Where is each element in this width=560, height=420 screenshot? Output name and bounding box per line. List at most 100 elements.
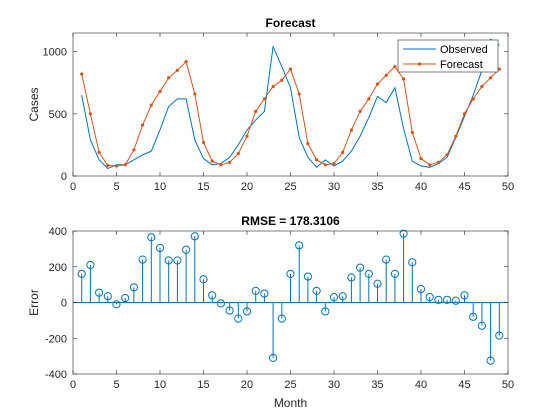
forecast-point (410, 130, 414, 135)
error-stem-marker (286, 269, 295, 278)
forecast-point (271, 84, 275, 89)
error-stem-marker (260, 289, 269, 298)
forecast-point (97, 150, 101, 154)
error-chart-y-axis-label: Error (27, 289, 41, 316)
error-stem-marker (434, 295, 443, 304)
forecast-point (306, 142, 310, 146)
forecast-point (167, 76, 171, 80)
forecast-point (236, 152, 240, 156)
forecast-point (201, 140, 206, 145)
y-tick-label-1000: 1000 (43, 47, 67, 59)
forecast-chart: Forecast Cases 0 5 10 15 20 25 30 35 40 45 5005001… (27, 16, 514, 193)
x-tick-label-5: 5 (113, 379, 119, 391)
forecast-point (88, 112, 92, 116)
x-tick-label-10: 10 (154, 379, 166, 391)
error-stem-marker (164, 256, 173, 265)
error-stem-marker (95, 288, 104, 297)
legend-forecast-label: Forecast (440, 59, 483, 71)
x-tick-label-35: 35 (371, 181, 383, 193)
forecast-chart-legend: Observed Forecast (397, 39, 499, 73)
error-stem-marker (356, 263, 365, 272)
forecast-point (228, 160, 232, 164)
error-stem-marker (390, 269, 399, 278)
error-stem-marker (242, 307, 252, 316)
error-stem-marker (347, 273, 356, 282)
error-chart-title: RMSE = 178.3106 (241, 214, 340, 228)
y-tick-label-200: -200 (45, 333, 67, 345)
legend-observed-label: Observed (440, 44, 488, 56)
error-stem-marker (495, 331, 504, 340)
error-stem-marker (147, 233, 156, 242)
forecast-point (402, 77, 406, 81)
error-stem-marker (199, 275, 208, 284)
error-stem-marker (234, 314, 243, 323)
error-stem-marker (103, 292, 112, 301)
forecast-point (436, 160, 440, 164)
forecast-point (497, 67, 501, 71)
legend-forecast-marker (417, 62, 422, 66)
x-tick-label-20: 20 (241, 181, 253, 193)
forecast-point (462, 112, 467, 116)
error-stem-marker (173, 256, 182, 265)
y-tick-label-0: 0 (61, 298, 67, 310)
error-chart: RMSE = 178.3106 Error Month 0 5 10 15 20 25 30… (27, 214, 514, 410)
y-tick-label-500: 500 (49, 109, 67, 121)
forecast-point (332, 161, 336, 166)
error-stem-marker (364, 269, 373, 278)
error-stem-marker (155, 243, 165, 253)
forecast-point (114, 164, 119, 168)
error-stem-marker (303, 272, 312, 281)
x-tick-label-30: 30 (328, 379, 340, 391)
error-stem-marker (182, 245, 191, 254)
forecast-point (445, 153, 449, 157)
forecast-point (175, 68, 179, 72)
error-stem-marker (382, 255, 391, 264)
x-tick-label-5: 5 (113, 181, 119, 193)
y-tick-label-400: -400 (45, 369, 67, 381)
x-tick-label-10: 10 (154, 181, 166, 193)
forecast-point (280, 78, 284, 82)
forecast-point (358, 109, 362, 113)
error-stem-marker (329, 293, 339, 302)
x-tick-label-0: 0 (70, 379, 76, 391)
forecast-point (367, 97, 371, 101)
forecast-point (323, 163, 327, 167)
x-tick-label-50: 50 (502, 181, 514, 193)
error-stem-marker (216, 299, 225, 308)
forecast-point (262, 97, 266, 101)
error-stem-marker (112, 300, 121, 309)
forecast-point (393, 64, 397, 69)
forecast-point (489, 76, 493, 80)
x-tick-label-15: 15 (197, 379, 209, 391)
error-stem-marker (138, 255, 147, 264)
x-tick-label-30: 30 (328, 181, 340, 193)
forecast-point (454, 134, 458, 138)
error-stem-marker (129, 283, 138, 292)
error-stem-marker (425, 293, 434, 302)
forecast-point (297, 92, 301, 96)
x-tick-label-25: 25 (284, 379, 296, 391)
error-stem-marker (321, 307, 330, 316)
error-stem-marker (477, 321, 486, 330)
error-stem-marker (225, 306, 234, 315)
error-stem-marker (373, 279, 382, 288)
error-stem-marker (121, 293, 130, 303)
error-stem-marker (443, 295, 452, 304)
forecast-point (428, 163, 432, 167)
x-tick-label-40: 40 (415, 181, 427, 193)
x-tick-label-45: 45 (458, 379, 470, 391)
forecast-chart-y-axis-label: Cases (27, 87, 41, 121)
forecast-point (375, 82, 380, 86)
error-stem-marker (251, 286, 260, 295)
x-tick-label-40: 40 (415, 379, 427, 391)
error-stem-marker (338, 292, 347, 301)
error-stem-marker (190, 232, 199, 241)
error-stem-marker (408, 258, 417, 267)
x-tick-label-50: 50 (502, 379, 514, 391)
forecast-point (384, 73, 388, 77)
forecast-point (341, 150, 345, 154)
forecast-point (106, 163, 110, 168)
forecast-point (193, 92, 197, 96)
x-tick-label-20: 20 (241, 379, 253, 391)
